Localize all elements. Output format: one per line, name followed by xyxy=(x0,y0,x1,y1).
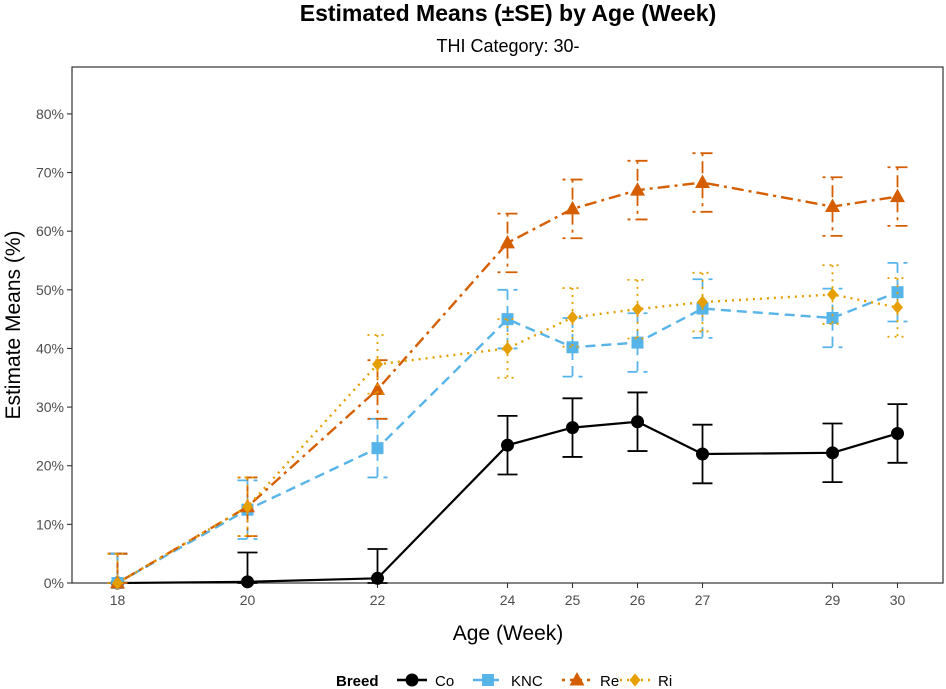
legend-label: KNC xyxy=(511,673,543,689)
data-point xyxy=(697,295,708,309)
series-layer xyxy=(107,152,908,590)
data-point xyxy=(566,421,579,435)
x-tick-label: 18 xyxy=(110,592,126,608)
data-point xyxy=(631,415,644,429)
legend-label: Ri xyxy=(658,673,672,689)
error-bar xyxy=(822,176,843,237)
y-tick-label: 80% xyxy=(36,106,64,122)
error-bar xyxy=(692,278,713,339)
legend-marker xyxy=(405,673,419,687)
error-bar xyxy=(562,178,583,240)
legend-item-ri: Ri xyxy=(620,673,672,689)
legend-item-re: Re xyxy=(562,672,619,689)
data-point xyxy=(695,174,710,189)
x-tick-label: 20 xyxy=(240,592,256,608)
data-point xyxy=(566,341,579,354)
data-point xyxy=(630,182,645,196)
legend-item-co: Co xyxy=(397,673,454,689)
series-line xyxy=(116,181,898,585)
data-point xyxy=(501,438,514,452)
legend-title: Breed xyxy=(336,673,379,689)
error-bar xyxy=(887,166,908,227)
legend-marker xyxy=(482,674,494,686)
y-tick-label: 50% xyxy=(36,282,64,298)
legend: Breed Co KNC Re Ri xyxy=(336,672,672,689)
legend-item-knc: KNC xyxy=(473,673,543,689)
x-tick-label: 30 xyxy=(890,592,906,608)
y-axis-title: Estimate Means (%) xyxy=(2,230,25,419)
data-point xyxy=(825,198,840,213)
y-tick-label: 10% xyxy=(36,516,64,532)
data-point xyxy=(632,302,643,316)
legend-marker xyxy=(569,672,585,686)
error-bar xyxy=(692,152,713,213)
x-tick-label: 27 xyxy=(695,592,711,608)
data-point xyxy=(827,288,838,302)
data-point xyxy=(826,311,839,324)
series-ri xyxy=(107,264,908,590)
data-point xyxy=(631,336,644,349)
x-tick-label: 26 xyxy=(630,592,646,608)
data-point xyxy=(502,341,513,355)
data-point xyxy=(242,500,253,514)
chart-title: Estimated Means (±SE) by Age (Week) xyxy=(300,0,717,26)
data-point xyxy=(370,381,385,395)
y-tick-label: 20% xyxy=(36,458,64,474)
data-point xyxy=(371,571,384,585)
data-point xyxy=(696,447,709,461)
error-bar xyxy=(627,159,648,221)
x-axis-title: Age (Week) xyxy=(453,622,564,645)
error-bar xyxy=(497,212,518,274)
data-point xyxy=(500,234,515,249)
data-point xyxy=(891,426,904,440)
data-point xyxy=(565,200,580,215)
data-point xyxy=(241,575,254,589)
y-tick-label: 0% xyxy=(44,575,64,591)
x-tick-label: 29 xyxy=(825,592,841,608)
data-point xyxy=(826,446,839,460)
x-tick-label: 25 xyxy=(565,592,581,608)
data-point xyxy=(372,357,383,371)
legend-label: Re xyxy=(600,673,619,689)
data-point xyxy=(112,576,123,590)
legend-label: Co xyxy=(435,673,454,689)
y-tick-label: 70% xyxy=(36,165,64,181)
y-tick-label: 40% xyxy=(36,340,64,356)
y-axis: 0% 10% 20% 30% 40% 50% 60% 70% 80% xyxy=(36,106,72,591)
data-point xyxy=(892,300,903,314)
data-point xyxy=(890,188,905,203)
chart-subtitle: THI Category: 30- xyxy=(436,36,579,56)
x-tick-label: 22 xyxy=(370,592,386,608)
error-bar xyxy=(107,552,128,584)
data-point xyxy=(567,310,578,324)
x-axis: 18 20 22 24 25 26 27 29 30 xyxy=(110,583,906,608)
legend-marker xyxy=(629,673,641,687)
y-tick-label: 60% xyxy=(36,223,64,239)
y-tick-label: 30% xyxy=(36,399,64,415)
x-tick-label: 24 xyxy=(500,592,516,608)
data-point xyxy=(371,442,384,455)
